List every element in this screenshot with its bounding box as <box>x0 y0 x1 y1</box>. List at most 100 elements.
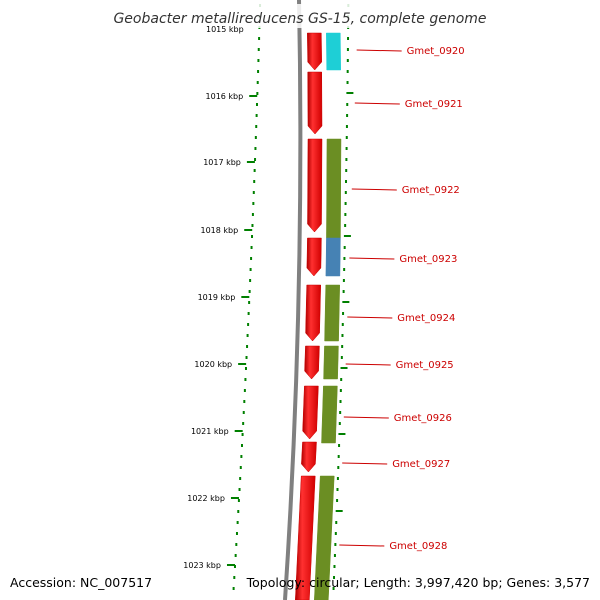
gene-leader-line <box>349 257 395 260</box>
gc-dot <box>254 136 257 139</box>
gc-dot <box>242 422 245 425</box>
gc-dot <box>251 224 254 227</box>
cog-feature <box>326 138 342 239</box>
skew-dot <box>342 279 345 282</box>
skew-dot <box>343 268 346 271</box>
skew-dot <box>333 576 336 579</box>
kbp-label: 1017 kbp <box>203 158 241 167</box>
gc-dot <box>256 92 259 95</box>
skew-dot <box>345 180 348 183</box>
skew-dot <box>336 499 339 502</box>
cds-feature <box>307 32 322 71</box>
gc-dot <box>243 400 246 403</box>
skew-dot <box>336 477 339 480</box>
cog-feature <box>314 475 335 600</box>
gc-dot <box>233 576 236 579</box>
skew-dot <box>346 81 349 84</box>
title-backdrop <box>112 4 490 28</box>
gene-leader-line <box>343 416 389 419</box>
cog-feature <box>326 32 341 71</box>
gc-dot <box>256 81 259 84</box>
kbp-label: 1022 kbp <box>187 494 225 503</box>
skew-dot <box>345 147 348 150</box>
kbp-label: 1018 kbp <box>201 226 239 235</box>
gc-dot <box>253 180 256 183</box>
gc-dot <box>250 257 253 260</box>
skew-dot <box>344 213 347 216</box>
gc-dot <box>243 389 246 392</box>
skew-dot <box>345 125 348 128</box>
skew-dot <box>344 224 347 227</box>
gc-dot <box>239 466 242 469</box>
skew-dot <box>343 235 351 237</box>
gc-dot <box>249 279 252 282</box>
skew-dot <box>342 312 345 315</box>
gene-label: Gmet_0926 <box>394 413 452 424</box>
skew-dot <box>340 378 343 381</box>
skew-dot <box>346 92 354 94</box>
gc-dot <box>258 37 261 40</box>
gc-dot <box>235 543 238 546</box>
gc-dot <box>241 433 244 436</box>
gene-leader-line <box>354 102 400 105</box>
gene-leader-line <box>356 49 402 52</box>
gene-leader-line <box>351 188 397 191</box>
skew-dot <box>345 136 348 139</box>
kbp-tick <box>249 95 258 97</box>
gene-leader-line <box>339 544 385 547</box>
kbp-tick <box>226 564 235 566</box>
cds-feature <box>304 345 320 380</box>
skew-dot <box>338 433 346 435</box>
cds-feature <box>302 385 319 440</box>
skew-dot <box>339 400 342 403</box>
gc-dot <box>255 114 258 117</box>
gene-label: Gmet_0921 <box>405 99 463 110</box>
skew-dot <box>338 444 341 447</box>
gc-dot <box>244 367 247 370</box>
cog-feature <box>323 345 339 380</box>
skew-dot <box>336 488 339 491</box>
gc-dot <box>257 70 260 73</box>
kbp-tick <box>238 363 247 365</box>
skew-dot <box>346 70 349 73</box>
cds-feature <box>307 71 323 135</box>
gc-dot <box>247 312 250 315</box>
skew-dot <box>346 48 349 51</box>
gc-dot <box>257 59 260 62</box>
skew-dot <box>335 521 338 524</box>
kbp-label: 1023 kbp <box>183 561 221 570</box>
skew-dot <box>342 290 345 293</box>
cds-track <box>295 32 323 600</box>
gene-label: Gmet_0923 <box>399 254 457 265</box>
map-title: Geobacter metallireducens GS-15, complet… <box>113 11 486 27</box>
skew-dot <box>344 191 347 194</box>
gc-dot <box>232 587 235 590</box>
kbp-label: 1021 kbp <box>191 427 229 436</box>
gc-dot <box>246 334 249 337</box>
gc-dot <box>237 510 240 513</box>
cds-feature <box>305 284 321 342</box>
kbp-tick <box>230 497 239 499</box>
kbp-label: 1019 kbp <box>198 293 236 302</box>
gene-label: Gmet_0925 <box>396 360 454 371</box>
cog-feature <box>325 237 341 277</box>
gc-skew-track-right <box>332 4 354 590</box>
skew-dot <box>341 323 344 326</box>
accession-label: Accession: NC_007517 <box>10 575 152 590</box>
skew-dot <box>342 301 350 303</box>
skew-dot <box>333 554 336 557</box>
gc-dot <box>251 213 254 216</box>
gene-leader-line <box>342 462 388 465</box>
skew-dot <box>337 455 340 458</box>
skew-dot <box>346 114 349 117</box>
gc-dot <box>246 345 249 348</box>
gc-dot <box>254 147 257 150</box>
kbp-scale: 1016 kbp 1017 kbp 1018 kbp 1019 kbp 1020 kbp… <box>183 92 258 570</box>
gc-dot <box>236 521 239 524</box>
gene-leader-line <box>345 363 391 366</box>
cog-feature <box>324 284 340 342</box>
cds-feature <box>301 441 317 473</box>
gc-dot <box>250 246 253 249</box>
cds-feature <box>306 237 322 277</box>
skew-dot <box>333 565 336 568</box>
